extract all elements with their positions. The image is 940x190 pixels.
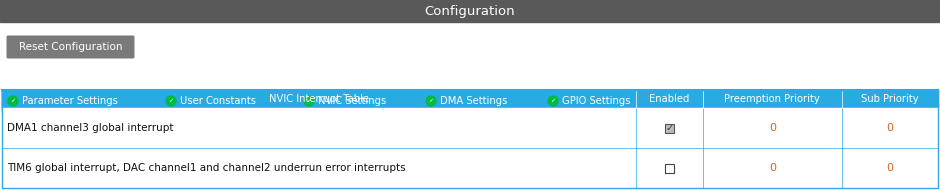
Text: Reset Configuration: Reset Configuration bbox=[19, 42, 122, 52]
Text: 0: 0 bbox=[886, 123, 893, 133]
Circle shape bbox=[8, 96, 18, 106]
Bar bbox=[2, 90, 159, 112]
Text: ✓: ✓ bbox=[168, 98, 174, 104]
Text: Sub Priority: Sub Priority bbox=[861, 94, 918, 104]
Bar bbox=[2, 148, 938, 188]
Text: ✓: ✓ bbox=[429, 98, 433, 104]
Bar bbox=[2, 90, 938, 188]
Bar bbox=[0, 22, 940, 190]
Bar bbox=[160, 90, 297, 112]
Bar bbox=[665, 124, 674, 132]
Text: NVIC Settings: NVIC Settings bbox=[318, 96, 386, 106]
Bar bbox=[298, 90, 419, 112]
Text: Parameter Settings: Parameter Settings bbox=[22, 96, 118, 106]
Text: 0: 0 bbox=[769, 123, 776, 133]
Circle shape bbox=[548, 96, 558, 106]
Text: DMA1 channel3 global interrupt: DMA1 channel3 global interrupt bbox=[7, 123, 174, 133]
FancyBboxPatch shape bbox=[7, 36, 134, 59]
Text: ✓: ✓ bbox=[666, 123, 673, 132]
Text: ✓: ✓ bbox=[551, 98, 556, 104]
Text: Configuration: Configuration bbox=[425, 5, 515, 17]
Bar bbox=[665, 164, 674, 173]
Text: DMA Settings: DMA Settings bbox=[440, 96, 508, 106]
Text: ✓: ✓ bbox=[306, 98, 312, 104]
Text: GPIO Settings: GPIO Settings bbox=[562, 96, 631, 106]
Circle shape bbox=[166, 96, 176, 106]
Text: User Constants: User Constants bbox=[180, 96, 256, 106]
Text: TIM6 global interrupt, DAC channel1 and channel2 underrun error interrupts: TIM6 global interrupt, DAC channel1 and … bbox=[7, 163, 406, 173]
Text: Preemption Priority: Preemption Priority bbox=[725, 94, 821, 104]
Text: 0: 0 bbox=[769, 163, 776, 173]
Text: Enabled: Enabled bbox=[650, 94, 690, 104]
Bar bbox=[2, 108, 938, 148]
Circle shape bbox=[426, 96, 436, 106]
Circle shape bbox=[304, 96, 314, 106]
Text: ✓: ✓ bbox=[10, 98, 16, 104]
Text: NVIC Interrupt Table: NVIC Interrupt Table bbox=[269, 94, 368, 104]
Bar bbox=[0, 0, 940, 22]
Bar bbox=[2, 90, 938, 108]
Bar bbox=[420, 90, 541, 112]
Text: 0: 0 bbox=[886, 163, 893, 173]
Bar bbox=[542, 90, 658, 112]
